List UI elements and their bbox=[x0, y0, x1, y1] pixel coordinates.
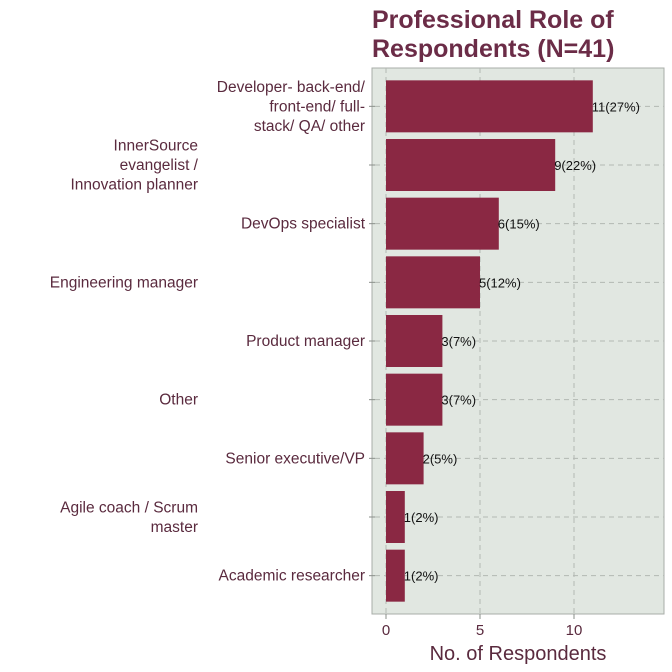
bar bbox=[386, 549, 405, 602]
x-tick-label: 0 bbox=[382, 622, 390, 639]
x-tick-label: 10 bbox=[566, 622, 583, 639]
x-axis-label: No. of Respondents bbox=[430, 643, 607, 665]
bar bbox=[386, 432, 424, 485]
bars bbox=[386, 80, 593, 602]
category-label: Engineering manager bbox=[50, 274, 198, 291]
data-label: 2(5%) bbox=[423, 451, 458, 466]
bar bbox=[386, 315, 443, 367]
bar bbox=[386, 491, 405, 543]
x-axis-ticks: 0 5 10 bbox=[382, 614, 583, 639]
x-tick-label: 5 bbox=[476, 622, 484, 639]
data-label: 5(12%) bbox=[479, 275, 521, 290]
bar bbox=[386, 139, 556, 191]
category-label: Senior executive/VP bbox=[225, 450, 365, 467]
y-axis-ticks bbox=[369, 105, 375, 577]
bar bbox=[386, 80, 593, 133]
data-label: 9(22%) bbox=[554, 158, 596, 173]
chart-title-line: Respondents (N=41) bbox=[372, 35, 614, 63]
data-label: 1(2%) bbox=[404, 510, 439, 525]
category-label: Developer- back-end/front-end/ full-stac… bbox=[217, 79, 366, 135]
data-label: 3(7%) bbox=[441, 393, 476, 408]
data-label: 1(2%) bbox=[404, 569, 439, 584]
data-label: 3(7%) bbox=[441, 334, 476, 349]
chart-title-line: Professional Role of bbox=[372, 6, 614, 34]
bar bbox=[386, 373, 443, 426]
category-label: Product manager bbox=[246, 333, 365, 350]
category-label: DevOps specialist bbox=[241, 216, 366, 233]
category-label: InnerSource evangelist / Innovation planne… bbox=[70, 138, 198, 194]
data-labels: 11(27%) 9(22%) 6(15%) 5(12%) 3(7%) 3(7%) 2(5%)… bbox=[404, 99, 640, 583]
bar bbox=[386, 256, 480, 309]
category-label: Other bbox=[159, 392, 198, 409]
bar bbox=[386, 197, 499, 250]
data-label: 6(15%) bbox=[498, 217, 540, 232]
category-labels: Developer- back-end/front-end/ full-stac… bbox=[50, 79, 366, 585]
data-label: 11(27%) bbox=[592, 99, 640, 114]
category-label: Academic researcher bbox=[219, 568, 365, 585]
category-label: Agile coach / Scrum master bbox=[60, 499, 198, 536]
